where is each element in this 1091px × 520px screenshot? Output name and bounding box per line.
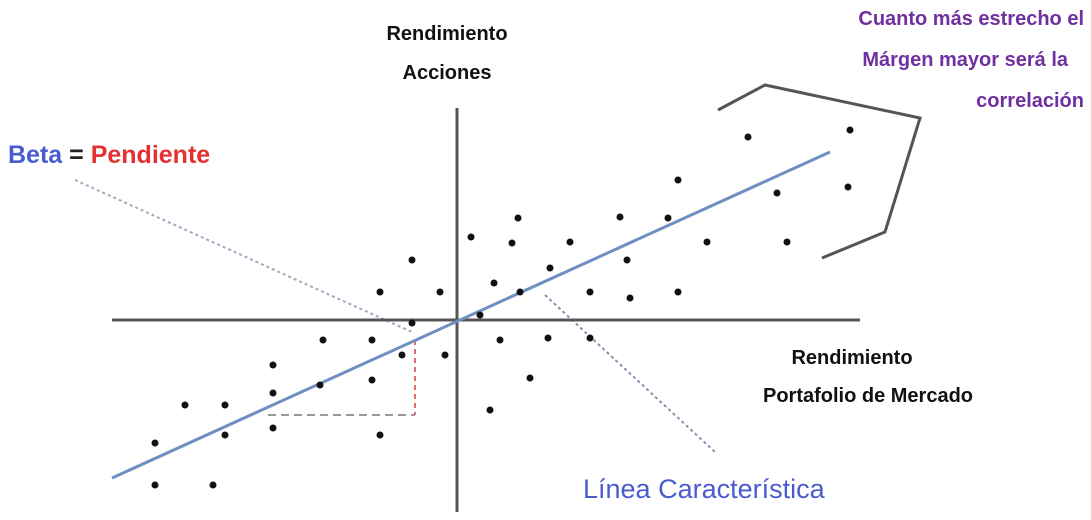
dot	[490, 279, 498, 287]
dot	[398, 351, 406, 359]
note-text: correlación	[976, 90, 1084, 112]
dot	[269, 361, 277, 369]
dot	[181, 401, 189, 409]
dot	[368, 336, 376, 344]
dot	[674, 176, 682, 184]
dot	[408, 319, 416, 327]
dot	[526, 374, 534, 382]
dot	[319, 336, 327, 344]
dot	[516, 288, 524, 296]
dots	[151, 126, 854, 489]
dot	[586, 334, 594, 342]
characteristic-line	[111, 150, 831, 480]
dot	[744, 133, 752, 141]
dot	[623, 256, 631, 264]
dot	[664, 214, 672, 222]
y-axis-label: Rendimiento	[386, 23, 507, 45]
beta-label: Beta = Pendiente	[8, 141, 210, 169]
dot	[221, 401, 229, 409]
dot	[546, 264, 554, 272]
margin-bracket	[717, 83, 922, 260]
equals-sign: =	[69, 141, 84, 169]
dot	[209, 481, 217, 489]
note-text: Cuanto más estrecho el	[858, 8, 1084, 30]
dot	[496, 336, 504, 344]
dot	[783, 238, 791, 246]
dot	[408, 256, 416, 264]
dot	[376, 288, 384, 296]
dot	[316, 381, 324, 389]
dot	[626, 294, 634, 302]
dot	[773, 189, 781, 197]
dot	[368, 376, 376, 384]
slope-word: Pendiente	[91, 141, 211, 169]
beta-pointer	[74, 179, 413, 333]
dot	[674, 288, 682, 296]
dot	[508, 239, 516, 247]
dot	[441, 351, 449, 359]
x-axis-label: Rendimiento	[791, 347, 912, 369]
dot	[566, 238, 574, 246]
dot	[376, 431, 384, 439]
dot	[846, 126, 854, 134]
dot	[486, 406, 494, 414]
y-axis-label: Acciones	[403, 62, 492, 84]
dot	[269, 424, 277, 432]
dot	[514, 214, 522, 222]
dot	[844, 183, 852, 191]
x-axis-label: Portafolio de Mercado	[763, 385, 973, 407]
line-label: Línea Característica	[583, 474, 826, 504]
beta-word: Beta	[8, 141, 63, 169]
dot	[151, 439, 159, 447]
dot	[221, 431, 229, 439]
dot	[269, 389, 277, 397]
dot	[436, 288, 444, 296]
dot	[476, 311, 484, 319]
dot	[586, 288, 594, 296]
dot	[703, 238, 711, 246]
dot	[616, 213, 624, 221]
dot	[151, 481, 159, 489]
dot	[467, 233, 475, 241]
note-text: Márgen mayor será la	[862, 49, 1069, 71]
dot	[544, 334, 552, 342]
